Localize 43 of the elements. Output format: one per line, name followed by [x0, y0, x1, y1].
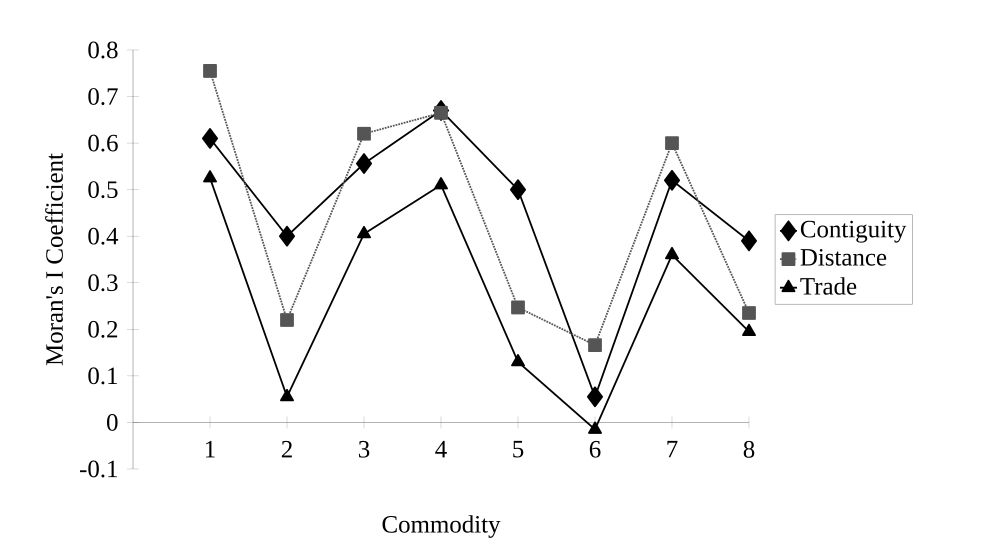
- x-tick-label: 2: [282, 440, 292, 458]
- y-tick-label: 0.7: [88, 88, 118, 106]
- point: [511, 354, 525, 366]
- point: [203, 64, 217, 78]
- x-tick-label: 8: [744, 440, 754, 458]
- y-tick-label: 0.1: [88, 367, 118, 384]
- point: [280, 388, 294, 402]
- point: [664, 170, 680, 191]
- point: [588, 422, 602, 434]
- point: [434, 106, 448, 120]
- point: [588, 338, 602, 352]
- point: [511, 300, 525, 314]
- point: [742, 306, 756, 320]
- x-tick-label: 4: [435, 440, 447, 458]
- point: [510, 179, 526, 200]
- y-tick-label: 0.3: [88, 274, 118, 292]
- point: [202, 128, 218, 149]
- x-tick-label: 1: [206, 440, 215, 458]
- point: [280, 313, 294, 327]
- y-tick-label: 0: [107, 414, 118, 431]
- x-tick-label: 5: [513, 440, 524, 458]
- x-tick-label: 3: [358, 440, 370, 458]
- x-tick-label: 6: [590, 440, 600, 458]
- x-tick-label: 7: [667, 440, 678, 458]
- y-axis-title: Moran's I Coefficient: [45, 153, 63, 366]
- point: [665, 246, 679, 260]
- point: [740, 230, 758, 252]
- legend-label: Trade: [800, 277, 856, 295]
- legend-label: Contiguity: [800, 220, 906, 243]
- legend-label: Distance: [800, 248, 886, 266]
- y-tick-label: -0.1: [80, 460, 118, 478]
- point: [742, 324, 756, 336]
- point: [356, 153, 372, 174]
- point: [665, 136, 679, 150]
- y-tick-label: 0.4: [88, 228, 118, 245]
- x-axis-title: Commodity: [382, 515, 500, 538]
- y-tick-label: 0.5: [88, 181, 118, 198]
- y-tick-label: 0.8: [88, 42, 118, 58]
- y-tick-label: 0.6: [88, 134, 118, 152]
- point: [357, 126, 371, 141]
- y-tick-label: 0.2: [88, 320, 118, 338]
- point: [586, 386, 604, 408]
- point: [278, 226, 296, 247]
